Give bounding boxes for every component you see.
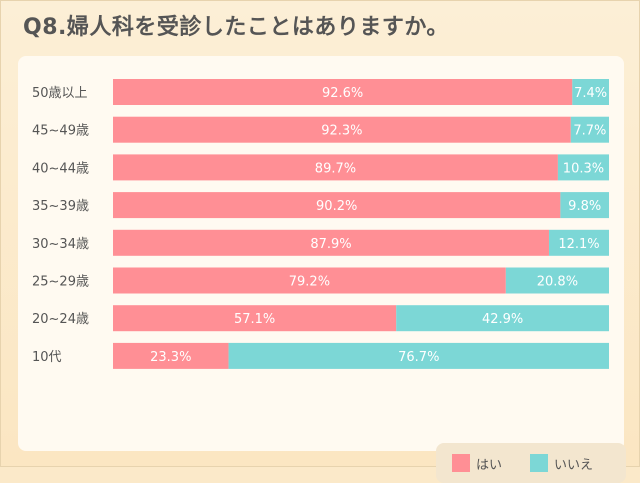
data-label-yes: 92.6% [322,86,363,101]
bar-no [548,229,609,256]
bar-no [228,342,609,369]
category-label: 20~24歳 [32,312,89,327]
bar-yes [113,192,561,219]
bar-no [560,192,609,219]
data-label-no: 7.7% [573,124,606,139]
category-label: 10代 [32,350,62,365]
data-label-yes: 57.1% [234,312,275,327]
legend-item-no: いいえ [530,454,594,473]
category-label: 25~29歳 [32,275,89,290]
bar-yes [113,229,549,256]
data-label-yes: 23.3% [150,350,191,365]
data-label-yes: 90.2% [316,199,357,214]
data-label-yes: 89.7% [315,161,356,176]
bar-no [396,305,609,332]
legend-label-yes: はい [476,457,503,473]
bar-yes [113,267,506,294]
bar-no [505,267,609,294]
bar-yes [113,154,558,181]
bar-yes [113,79,573,105]
category-label: 40~44歳 [32,161,89,176]
legend: はい いいえ [436,443,626,483]
category-label: 35~39歳 [32,199,89,214]
data-label-no: 9.8% [568,199,601,214]
data-label-yes: 87.9% [310,237,351,252]
legend-swatch-yes [452,454,470,472]
data-label-yes: 92.3% [321,124,362,139]
legend-label-no: いいえ [554,457,594,473]
bar-yes [113,305,397,332]
legend-swatch-no [530,454,548,472]
data-label-no: 10.3% [563,161,604,176]
bar-yes [113,116,571,143]
bar-chart: 50歳以上 92.6% 7.4% 45~49歳 92.3% 7.7% 40~44歳 89.7%… [32,79,609,369]
category-label: 45~49歳 [32,124,89,139]
data-label-no: 76.7% [398,350,439,365]
data-label-no: 42.9% [482,312,523,327]
data-label-no: 7.4% [574,86,607,101]
data-label-no: 12.1% [558,237,599,252]
data-label-no: 20.8% [537,275,578,290]
chart-title: Q8.婦人科を受診したことはありますか。 [23,15,449,40]
bar-no [570,116,609,143]
category-label: 50歳以上 [32,86,88,101]
bar-yes [113,342,229,369]
legend-item-yes: はい [452,454,503,473]
data-label-yes: 79.2% [289,275,330,290]
bar-no [572,79,609,105]
chart-panel: 50歳以上 92.6% 7.4% 45~49歳 92.3% 7.7% 40~44歳 89.7%… [18,56,626,483]
category-label: 30~34歳 [32,237,89,252]
bar-no [557,154,609,181]
